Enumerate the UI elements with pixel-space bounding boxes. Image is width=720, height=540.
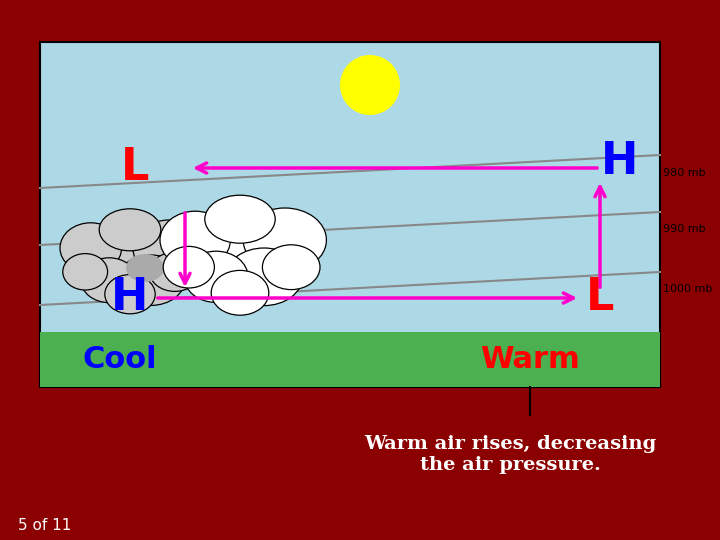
Text: H: H <box>112 276 149 320</box>
Text: Warm: Warm <box>480 345 580 374</box>
Text: L: L <box>121 146 149 190</box>
Ellipse shape <box>117 255 184 306</box>
Bar <box>40 332 660 387</box>
Ellipse shape <box>105 275 156 314</box>
Ellipse shape <box>126 254 164 282</box>
Circle shape <box>340 55 400 115</box>
Text: 1000 mb: 1000 mb <box>663 285 712 294</box>
Ellipse shape <box>63 254 107 290</box>
Text: 5 of 11: 5 of 11 <box>18 517 71 532</box>
Text: L: L <box>586 276 614 320</box>
Ellipse shape <box>81 258 137 302</box>
Text: H: H <box>601 140 639 184</box>
Ellipse shape <box>243 208 326 272</box>
Text: 980 mb: 980 mb <box>663 167 706 178</box>
Ellipse shape <box>204 195 275 243</box>
Ellipse shape <box>225 248 302 306</box>
Ellipse shape <box>132 220 206 276</box>
Ellipse shape <box>60 223 122 273</box>
Text: Warm air rises, decreasing
the air pressure.: Warm air rises, decreasing the air press… <box>364 435 656 474</box>
Ellipse shape <box>184 251 248 302</box>
Ellipse shape <box>211 271 269 315</box>
Bar <box>40 42 660 387</box>
Ellipse shape <box>150 252 200 292</box>
Ellipse shape <box>262 245 320 289</box>
Ellipse shape <box>192 213 288 283</box>
Ellipse shape <box>88 224 172 286</box>
Ellipse shape <box>99 209 161 251</box>
Ellipse shape <box>163 246 215 288</box>
Ellipse shape <box>160 211 230 269</box>
Text: Cool: Cool <box>83 345 157 374</box>
Text: 990 mb: 990 mb <box>663 225 706 234</box>
